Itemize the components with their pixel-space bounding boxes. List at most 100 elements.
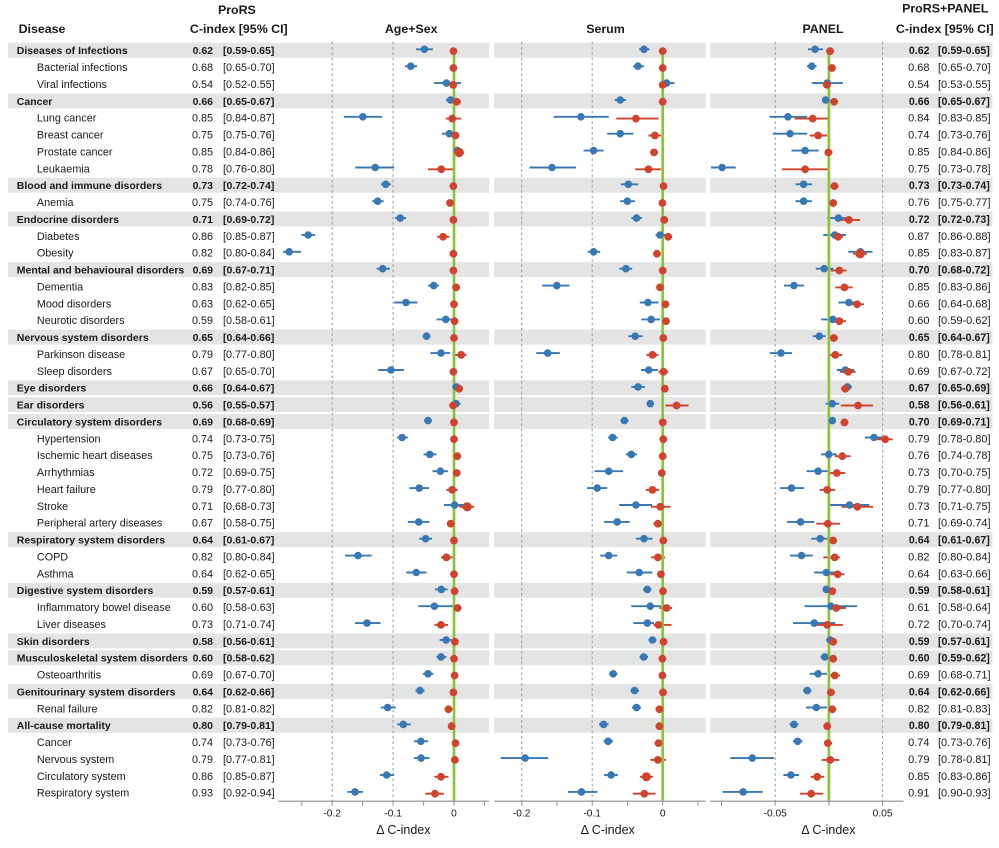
svg-text:0.79: 0.79: [908, 754, 929, 766]
svg-text:Δ C-index: Δ C-index: [376, 823, 431, 837]
svg-text:0.84: 0.84: [908, 113, 929, 125]
svg-text:Ear disorders: Ear disorders: [17, 400, 85, 412]
svg-text:[0.83-0.86]: [0.83-0.86]: [938, 771, 991, 783]
svg-text:Cancer: Cancer: [17, 96, 53, 108]
svg-text:0.79: 0.79: [192, 349, 213, 361]
svg-text:All-cause mortality: All-cause mortality: [17, 720, 111, 732]
svg-text:0.85: 0.85: [908, 248, 929, 260]
svg-text:[0.92-0.94]: [0.92-0.94]: [223, 788, 275, 800]
svg-text:Heart failure: Heart failure: [37, 484, 96, 496]
svg-text:[0.55-0.57]: [0.55-0.57]: [223, 400, 274, 412]
svg-text:0.85: 0.85: [192, 146, 213, 158]
svg-text:[0.70-0.75]: [0.70-0.75]: [938, 467, 991, 479]
svg-text:0.80: 0.80: [908, 349, 929, 361]
svg-text:[0.73-0.78]: [0.73-0.78]: [938, 163, 991, 175]
svg-text:[0.77-0.81]: [0.77-0.81]: [223, 754, 275, 766]
svg-text:[0.69-0.72]: [0.69-0.72]: [223, 214, 274, 226]
svg-text:[0.68-0.73]: [0.68-0.73]: [223, 501, 275, 513]
svg-text:Circulatory system disorders: Circulatory system disorders: [17, 416, 162, 428]
svg-text:[0.85-0.87]: [0.85-0.87]: [223, 231, 275, 243]
svg-text:Hypertension: Hypertension: [37, 433, 101, 445]
svg-text:[0.84-0.87]: [0.84-0.87]: [223, 113, 275, 125]
svg-text:0.71: 0.71: [193, 214, 214, 226]
svg-text:0.85: 0.85: [908, 771, 929, 783]
svg-text:[0.73-0.76]: [0.73-0.76]: [938, 737, 991, 749]
svg-text:[0.69-0.71]: [0.69-0.71]: [938, 416, 990, 428]
svg-text:0.71: 0.71: [908, 518, 929, 530]
svg-text:Obesity: Obesity: [37, 248, 74, 260]
svg-text:Renal failure: Renal failure: [37, 703, 98, 715]
svg-text:0.73: 0.73: [909, 180, 930, 192]
svg-text:Nervous system: Nervous system: [37, 754, 114, 766]
svg-text:0.82: 0.82: [192, 551, 213, 563]
svg-text:0.76: 0.76: [908, 197, 929, 209]
svg-text:[0.67-0.72]: [0.67-0.72]: [938, 366, 991, 378]
svg-text:[0.77-0.80]: [0.77-0.80]: [223, 349, 275, 361]
svg-text:0.66: 0.66: [908, 298, 929, 310]
svg-text:[0.74-0.76]: [0.74-0.76]: [223, 197, 275, 209]
svg-text:0.67: 0.67: [909, 383, 930, 395]
svg-text:-0.1: -0.1: [384, 809, 402, 820]
svg-text:[0.62-0.65]: [0.62-0.65]: [223, 568, 275, 580]
svg-text:Diseases of Infections: Diseases of Infections: [17, 45, 128, 57]
svg-text:[0.78-0.80]: [0.78-0.80]: [938, 433, 991, 445]
svg-text:[0.69-0.75]: [0.69-0.75]: [223, 467, 275, 479]
svg-text:[0.73-0.74]: [0.73-0.74]: [938, 180, 990, 192]
svg-text:[0.62-0.65]: [0.62-0.65]: [223, 298, 275, 310]
svg-text:0.68: 0.68: [908, 62, 929, 74]
svg-text:Peripheral artery diseases: Peripheral artery diseases: [37, 518, 163, 530]
svg-text:[0.52-0.55]: [0.52-0.55]: [223, 79, 275, 91]
svg-text:0.76: 0.76: [908, 450, 929, 462]
svg-text:[0.84-0.86]: [0.84-0.86]: [223, 146, 275, 158]
svg-text:Age+Sex: Age+Sex: [385, 22, 438, 36]
svg-text:Δ C-index: Δ C-index: [801, 823, 856, 837]
svg-text:[0.73-0.76]: [0.73-0.76]: [223, 737, 275, 749]
svg-text:[0.78-0.81]: [0.78-0.81]: [938, 754, 991, 766]
svg-text:0.78: 0.78: [192, 163, 213, 175]
svg-text:0.73: 0.73: [192, 619, 213, 631]
svg-text:0.56: 0.56: [193, 400, 214, 412]
svg-text:0.74: 0.74: [908, 737, 929, 749]
svg-text:-0.2: -0.2: [513, 809, 531, 820]
svg-text:0.68: 0.68: [192, 62, 213, 74]
svg-text:0.80: 0.80: [909, 720, 930, 732]
svg-text:0.69: 0.69: [193, 416, 214, 428]
svg-text:0.75: 0.75: [192, 197, 213, 209]
svg-text:PANEL: PANEL: [802, 22, 844, 36]
svg-text:0.82: 0.82: [908, 551, 929, 563]
svg-text:Circulatory system: Circulatory system: [37, 771, 126, 783]
svg-text:0.63: 0.63: [192, 298, 213, 310]
svg-text:Serum: Serum: [586, 22, 625, 36]
svg-text:0.87: 0.87: [908, 231, 929, 243]
svg-text:0.80: 0.80: [193, 720, 214, 732]
svg-text:Genitourinary system disorders: Genitourinary system disorders: [17, 686, 176, 698]
svg-text:[0.62-0.66]: [0.62-0.66]: [938, 686, 990, 698]
svg-text:Arrhythmias: Arrhythmias: [37, 467, 95, 479]
svg-text:0.62: 0.62: [909, 45, 930, 57]
svg-text:0.85: 0.85: [908, 281, 929, 293]
svg-text:[0.75-0.77]: [0.75-0.77]: [938, 197, 991, 209]
svg-text:[0.53-0.55]: [0.53-0.55]: [938, 79, 991, 91]
svg-text:0.66: 0.66: [909, 96, 930, 108]
svg-text:Dementia: Dementia: [37, 281, 83, 293]
svg-text:[0.83-0.87]: [0.83-0.87]: [938, 248, 991, 260]
svg-text:0.54: 0.54: [192, 79, 213, 91]
svg-text:0.61: 0.61: [908, 602, 929, 614]
svg-text:[0.58-0.64]: [0.58-0.64]: [938, 602, 991, 614]
svg-text:0.69: 0.69: [908, 670, 929, 682]
svg-text:0.64: 0.64: [192, 568, 213, 580]
svg-text:[0.69-0.74]: [0.69-0.74]: [938, 518, 991, 530]
svg-text:Skin disorders: Skin disorders: [17, 636, 90, 648]
svg-text:0.83: 0.83: [192, 281, 213, 293]
svg-text:0.79: 0.79: [908, 433, 929, 445]
svg-text:0.73: 0.73: [908, 467, 929, 479]
svg-text:[0.80-0.84]: [0.80-0.84]: [223, 551, 275, 563]
svg-text:0.59: 0.59: [909, 636, 930, 648]
svg-text:[0.58-0.75]: [0.58-0.75]: [223, 518, 275, 530]
svg-text:0.82: 0.82: [192, 248, 213, 260]
svg-text:Breast cancer: Breast cancer: [37, 130, 104, 142]
svg-text:[0.73-0.76]: [0.73-0.76]: [223, 450, 275, 462]
svg-text:Anemia: Anemia: [37, 197, 74, 209]
svg-text:[0.78-0.81]: [0.78-0.81]: [938, 349, 991, 361]
svg-text:[0.90-0.93]: [0.90-0.93]: [938, 788, 991, 800]
